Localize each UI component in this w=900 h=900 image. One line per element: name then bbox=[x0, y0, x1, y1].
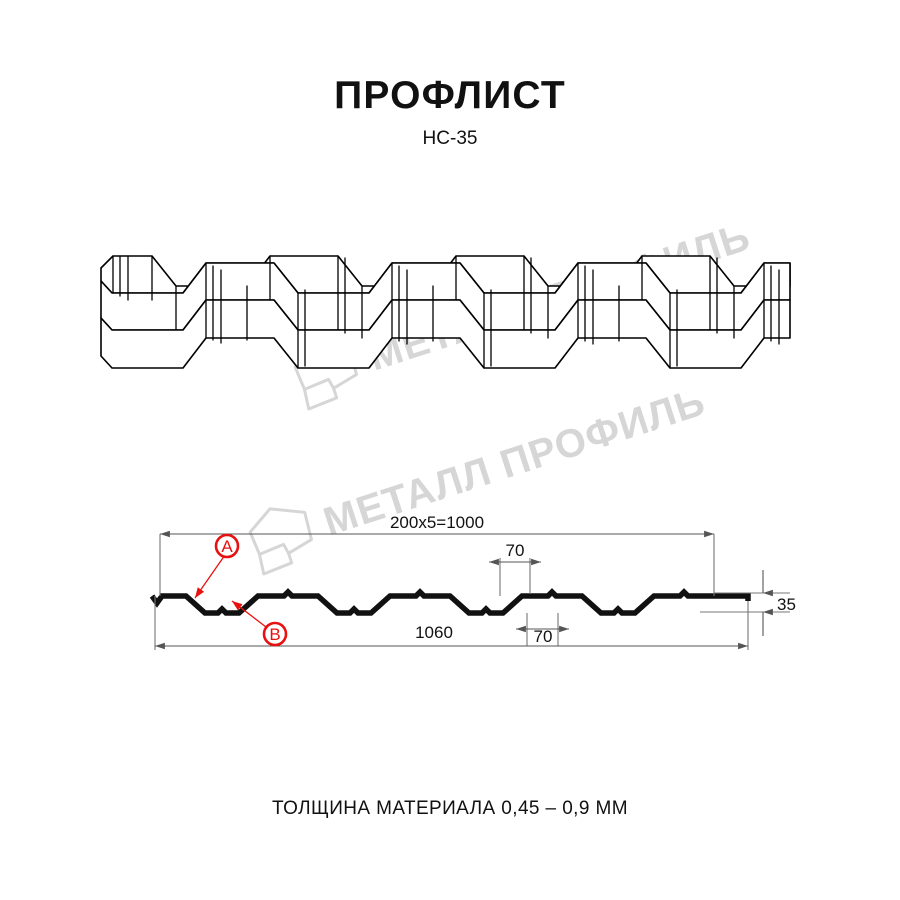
marker-b[interactable]: B bbox=[231, 600, 288, 647]
dim-crest-width: 70 bbox=[489, 541, 541, 596]
dim-label-profile-height: 35 bbox=[777, 595, 796, 614]
dim-label-crest-width: 70 bbox=[506, 541, 525, 560]
marker-a-label: A bbox=[221, 537, 233, 556]
dim-label-valley-width: 70 bbox=[534, 627, 553, 646]
title-block: ПРОФЛИСТ НС-35 bbox=[0, 76, 900, 148]
profile-outline bbox=[149, 588, 751, 616]
dim-label-overall-width: 1060 bbox=[415, 623, 453, 642]
marker-a[interactable]: A bbox=[194, 533, 240, 599]
isometric-profile-sheet bbox=[100, 255, 791, 369]
page-title: ПРОФЛИСТ bbox=[334, 74, 566, 117]
marker-a-circle[interactable] bbox=[214, 533, 240, 559]
watermark-text-2: МЕТАЛЛ ПРОФИЛЬ bbox=[318, 380, 710, 545]
marker-b-label: B bbox=[269, 625, 280, 644]
dim-label-pitch-total: 200x5=1000 bbox=[390, 513, 484, 532]
cross-section-view: 200x5=1000 70 70 1060 bbox=[149, 513, 796, 650]
dim-profile-height: 35 bbox=[700, 570, 796, 636]
marker-b-circle[interactable] bbox=[262, 621, 288, 647]
dim-pitch-total: 200x5=1000 bbox=[159, 513, 715, 596]
product-code: НС-35 bbox=[422, 128, 478, 149]
dim-valley-width: 70 bbox=[516, 613, 569, 646]
metall-profil-logo-icon-2 bbox=[248, 507, 313, 576]
isometric-rib-lines bbox=[112, 255, 780, 369]
material-thickness-note: ТОЛЩИНА МАТЕРИАЛА 0,45 – 0,9 ММ bbox=[272, 798, 628, 819]
watermark-lower: МЕТАЛЛ ПРОФИЛЬ bbox=[248, 380, 711, 576]
dim-overall-width: 1060 bbox=[154, 596, 749, 650]
